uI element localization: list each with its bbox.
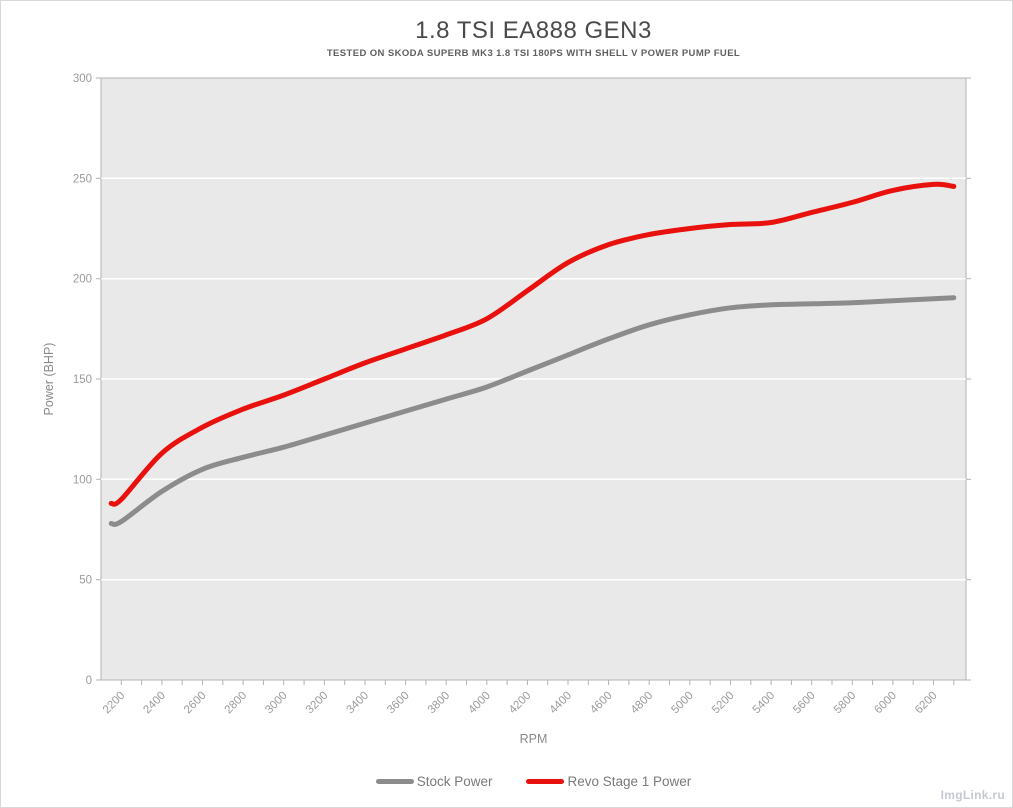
y-tick-label: 150	[73, 374, 92, 386]
revo-stage-1-power-swatch	[526, 779, 565, 784]
y-axis-title: Power (BHP)	[42, 343, 56, 416]
y-tick-label: 200	[73, 274, 92, 286]
x-tick-label: 2600	[182, 690, 209, 717]
x-tick-label: 4200	[507, 690, 534, 717]
x-tick-label: 2400	[141, 690, 168, 717]
x-tick-label: 3000	[263, 690, 290, 717]
x-tick-label: 2200	[101, 690, 128, 717]
legend-item-stock-power[interactable]: Stock Power	[375, 774, 493, 789]
chart-subtitle: TESTED ON SKODA SUPERB MK3 1.8 TSI 180PS…	[326, 48, 741, 59]
x-tick-label: 5200	[710, 690, 737, 717]
imglink-watermark: ImgLink.ru	[940, 788, 1005, 802]
x-tick-label: 4600	[588, 690, 615, 717]
x-tick-label: 4400	[548, 690, 575, 717]
y-tick-label: 300	[73, 73, 92, 85]
x-tick-label: 3800	[426, 690, 453, 717]
y-tick-label: 250	[73, 173, 92, 185]
revo-stage-1-power-label: Revo Stage 1 Power	[567, 774, 692, 789]
x-tick-label: 6200	[913, 690, 940, 717]
x-axis-title: RPM	[520, 732, 548, 746]
x-tick-label: 5000	[669, 690, 696, 717]
chart-title: 1.8 TSI EA888 GEN3	[415, 17, 652, 44]
y-tick-label: 100	[73, 474, 92, 486]
x-tick-label: 6000	[872, 690, 899, 717]
x-tick-label: 5600	[791, 690, 818, 717]
stock-power-line	[108, 295, 957, 527]
x-tick-label: 3400	[345, 690, 372, 717]
chart-legend: Stock Power Revo Stage 1 Power	[101, 774, 966, 789]
x-tick-label: 2800	[223, 690, 250, 717]
y-tick-label: 0	[86, 675, 92, 687]
x-tick-label: 3600	[385, 690, 412, 717]
revo-stage-1-power-line	[108, 181, 957, 507]
x-tick-label: 3200	[304, 690, 331, 717]
stock-power-label: Stock Power	[416, 774, 493, 789]
x-tick-label: 4000	[466, 690, 493, 717]
legend-item-revo-stage-1-power[interactable]: Revo Stage 1 Power	[526, 774, 691, 789]
x-tick-label: 5800	[832, 690, 859, 717]
x-tick-label: 4800	[629, 690, 656, 717]
x-tick-label: 5400	[751, 690, 778, 717]
stock-power-swatch	[375, 779, 414, 784]
y-tick-label: 50	[79, 575, 92, 587]
